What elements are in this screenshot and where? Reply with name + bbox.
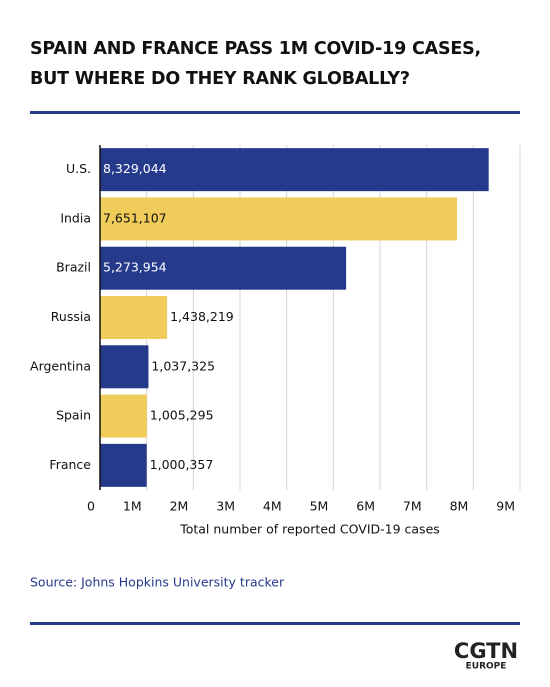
x-tick-label: 3M [216,499,235,514]
bar [100,246,347,290]
y-tick-label: France [49,457,91,472]
bar [100,296,168,339]
x-axis-label: Total number of reported COVID-19 cases [179,522,440,537]
value-label: 5,273,954 [103,260,167,275]
top-rule [30,111,520,114]
value-label: 8,329,044 [103,161,167,176]
logo-brand: CGTN [454,639,518,663]
bar [100,394,147,438]
source: Source: Johns Hopkins University tracker [30,575,285,590]
y-tick-label: U.S. [66,161,91,176]
chart-title: SPAIN AND FRANCE PASS 1M COVID-19 CASES,… [30,39,481,89]
x-tick-label: 0 [87,499,95,514]
bar [100,197,458,241]
value-label: 1,000,357 [150,457,214,472]
y-tick-label: Russia [51,309,91,324]
value-label: 7,651,107 [103,210,167,225]
x-tick-label: 9M [496,499,515,514]
y-tick-label: Spain [56,408,91,423]
logo-region: EUROPE [466,662,507,672]
value-label: 1,438,219 [170,309,234,324]
x-tick-label: 1M [123,499,142,514]
y-tick-label: Brazil [56,260,91,275]
x-tick-label: 8M [450,499,469,514]
y-tick-label: India [60,210,91,225]
bar [100,443,147,487]
x-tick-label: 4M [263,499,282,514]
value-label: 1,005,295 [150,408,214,423]
x-tick-label: 6M [356,499,375,514]
bar [100,148,489,192]
x-tick-label: 5M [310,499,329,514]
bottom-rule [30,622,520,625]
value-label: 1,037,325 [151,358,215,373]
bar [100,345,149,389]
y-tick-label: Argentina [30,358,91,373]
x-tick-label: 2M [170,499,189,514]
x-tick-label: 7M [403,499,422,514]
